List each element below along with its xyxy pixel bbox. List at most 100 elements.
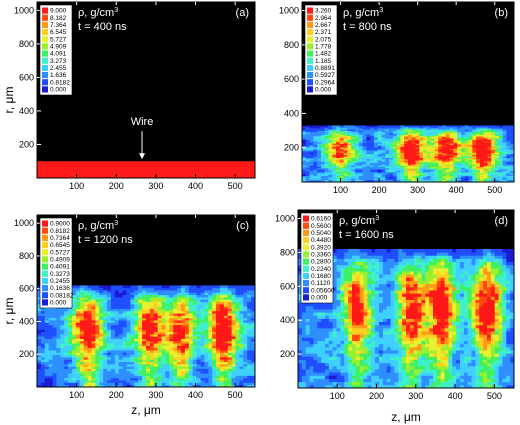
density-cell	[453, 143, 458, 146]
density-cell	[506, 178, 511, 180]
density-cell	[434, 137, 439, 139]
density-cell	[453, 175, 458, 178]
density-cell	[506, 140, 511, 143]
density-cell	[216, 370, 221, 374]
density-cell	[362, 169, 367, 171]
density-cell	[328, 162, 333, 165]
density-cell	[87, 322, 92, 326]
density-cell	[216, 310, 221, 314]
density-cell	[324, 156, 329, 158]
density-cell	[56, 315, 61, 319]
density-cell	[153, 285, 159, 289]
density-cell	[370, 142, 375, 144]
density-cell	[400, 157, 405, 160]
density-cell	[445, 169, 451, 171]
density-cell	[177, 350, 182, 353]
density-cell	[464, 139, 469, 142]
density-cell	[114, 333, 120, 337]
density-cell	[472, 134, 477, 137]
density-cell	[445, 138, 451, 140]
density-cell	[219, 361, 225, 365]
density-cell	[177, 370, 182, 374]
density-cell	[114, 380, 120, 383]
density-cell	[442, 162, 447, 165]
density-cell	[320, 179, 326, 182]
density-cell	[309, 161, 314, 164]
density-cell	[192, 377, 197, 381]
density-cell	[389, 151, 394, 153]
density-cell	[40, 366, 46, 369]
density-cell	[385, 151, 390, 153]
density-cell	[468, 169, 473, 171]
density-cell	[510, 151, 515, 153]
density-cell	[110, 292, 116, 296]
density-cell	[362, 137, 367, 139]
density-cell	[400, 147, 405, 149]
density-cell	[188, 340, 194, 344]
density-cell	[91, 331, 96, 335]
density-cell	[247, 324, 252, 328]
density-cell	[438, 155, 443, 157]
density-cell	[302, 155, 307, 157]
density-cell	[355, 134, 360, 137]
legend-swatch	[42, 14, 48, 21]
density-cell	[165, 359, 170, 363]
density-cell	[181, 345, 186, 349]
density-cell	[83, 315, 88, 319]
density-cell	[332, 156, 337, 158]
density-cell	[324, 157, 329, 160]
density-cell	[56, 352, 61, 356]
density-cell	[99, 352, 104, 356]
density-cell	[192, 368, 197, 372]
density-cell	[103, 287, 108, 291]
density-cell	[347, 160, 352, 162]
density-cell	[223, 333, 229, 337]
density-cell	[138, 290, 143, 293]
density-cell	[149, 306, 155, 309]
density-cell	[309, 144, 314, 147]
density-cell	[411, 144, 416, 147]
density-cell	[169, 294, 174, 298]
density-cell	[122, 331, 127, 335]
density-cell	[328, 173, 333, 175]
density-cell	[442, 144, 447, 147]
density-cell	[358, 130, 363, 133]
density-cell	[336, 149, 341, 152]
density-cell	[114, 299, 120, 302]
density-cell	[153, 294, 159, 298]
density-cell	[161, 347, 166, 351]
density-cell	[438, 166, 443, 169]
density-cell	[72, 333, 77, 337]
density-cell	[79, 343, 85, 346]
density-cell	[173, 320, 178, 323]
density-cell	[239, 336, 244, 339]
density-cell	[472, 166, 477, 169]
density-cell	[95, 363, 100, 367]
density-cell	[239, 343, 244, 346]
density-cell	[177, 290, 182, 293]
density-cell	[305, 129, 310, 131]
density-cell	[149, 361, 155, 365]
density-cell	[317, 137, 322, 139]
density-cell	[56, 354, 61, 358]
density-cell	[396, 157, 401, 160]
density-cell	[498, 140, 504, 143]
density-cell	[506, 133, 511, 135]
density-cell	[476, 162, 481, 165]
density-cell	[362, 138, 367, 140]
density-cell	[227, 317, 233, 321]
density-cell	[336, 156, 341, 158]
density-cell	[126, 380, 131, 383]
density-cell	[411, 178, 416, 180]
density-cell	[396, 166, 401, 169]
density-cell	[339, 167, 345, 170]
density-cell	[60, 373, 65, 376]
density-cell	[95, 343, 100, 346]
density-cell	[239, 299, 244, 302]
density-cell	[138, 350, 143, 353]
density-cell	[231, 338, 236, 342]
density-cell	[165, 363, 170, 367]
density-cell	[426, 140, 432, 143]
density-cell	[118, 382, 124, 386]
density-cell	[44, 320, 50, 323]
